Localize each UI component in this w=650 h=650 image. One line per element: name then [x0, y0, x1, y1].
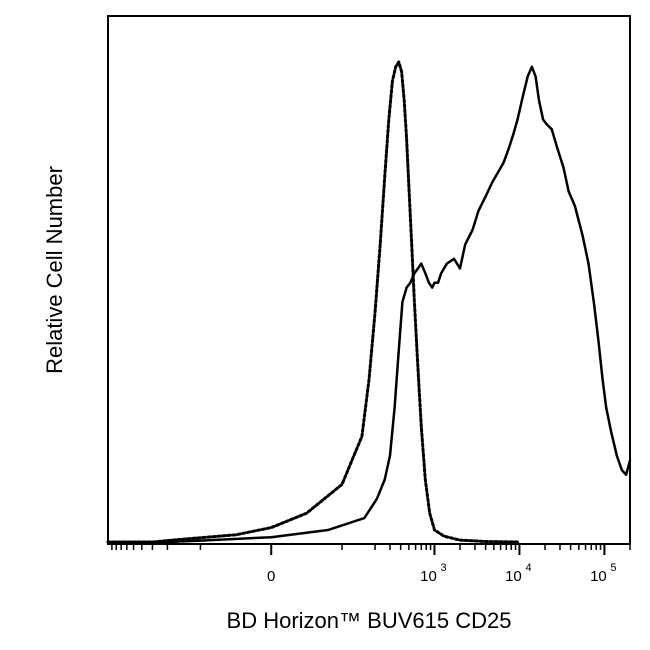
x-major-ticks — [270, 544, 606, 555]
x-tick-label: 10 — [590, 568, 607, 585]
x-tick-label: 0 — [267, 568, 275, 585]
histogram-line-solid — [106, 65, 632, 544]
x-tick-labels: 0 10 3 10 4 10 5 — [267, 562, 616, 585]
x-tick-exponent: 5 — [610, 562, 616, 574]
x-tick-label: 10 — [505, 568, 522, 585]
histogram-line-dotted — [106, 60, 521, 544]
series-group — [106, 60, 632, 544]
x-tick-label: 10 — [420, 568, 437, 585]
y-axis-label: Relative Cell Number — [42, 166, 67, 374]
x-axis-label: BD Horizon™ BUV615 CD25 — [227, 608, 512, 633]
x-tick-exponent: 3 — [440, 562, 446, 574]
x-tick-exponent: 4 — [525, 562, 531, 574]
plot-frame — [107, 15, 631, 545]
x-minor-ticks — [111, 544, 631, 550]
